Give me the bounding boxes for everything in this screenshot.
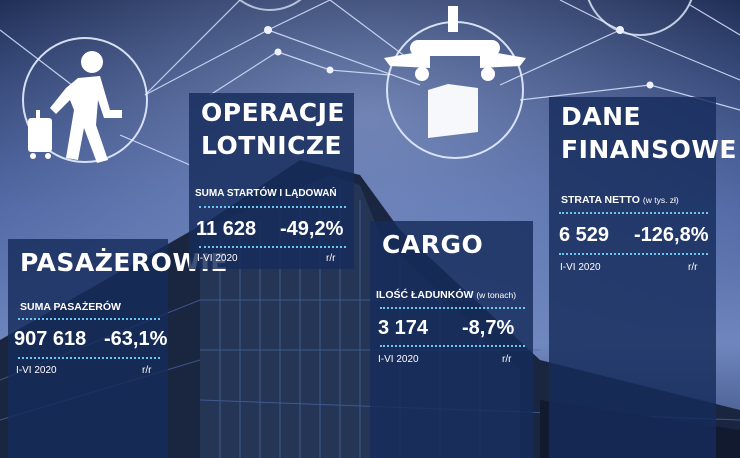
operations-label: SUMA STARTÓW I LĄDOWAŃ: [195, 188, 337, 199]
cargo-label: ILOŚĆ ŁADUNKÓW (w tonach): [376, 289, 516, 301]
operations-panel: OPERACJE LOTNICZE SUMA STARTÓW I LĄDOWAŃ…: [189, 93, 354, 269]
finance-label-text: STRATA NETTO: [561, 194, 640, 206]
passengers-label: SUMA PASAŻERÓW: [20, 301, 121, 313]
operations-title-line2: LOTNICZE: [201, 131, 343, 160]
cargo-panel: CARGO ILOŚĆ ŁADUNKÓW (w tonach) 3 174 -8…: [370, 221, 533, 458]
operations-rr: r/r: [326, 253, 336, 264]
passengers-change: -63,1%: [104, 328, 168, 350]
finance-title-line2: FINANSOWE: [561, 135, 737, 164]
passengers-rr: r/r: [142, 365, 152, 376]
dotted-divider: [199, 246, 346, 248]
finance-value: 6 529: [559, 224, 610, 246]
dotted-divider: [199, 206, 346, 208]
finance-panel: DANE FINANSOWE STRATA NETTO (w tys. zł) …: [549, 97, 736, 458]
operations-period: I-VI 2020: [197, 253, 238, 264]
dotted-divider: [559, 253, 708, 255]
cargo-change: -8,7%: [462, 317, 515, 339]
cargo-value: 3 174: [378, 317, 429, 339]
dotted-divider: [559, 212, 708, 214]
operations-change: -49,2%: [280, 218, 344, 240]
network-lines: [0, 0, 740, 166]
operations-label-text: SUMA STARTÓW I LĄDOWAŃ: [195, 188, 337, 199]
passenger-with-luggage-icon: [28, 51, 122, 163]
cargo-label-text: ILOŚĆ ŁADUNKÓW: [376, 289, 474, 301]
cargo-title: CARGO: [382, 230, 484, 259]
passengers-panel: PASAŻEROWIE SUMA PASAŻERÓW 907 618 -63,1…: [8, 239, 227, 458]
finance-change: -126,8%: [634, 224, 709, 246]
passengers-label-text: SUMA PASAŻERÓW: [20, 301, 121, 313]
dotted-divider: [380, 345, 525, 347]
cargo-rr: r/r: [502, 354, 512, 365]
operations-title-line1: OPERACJE: [201, 98, 345, 127]
passengers-value: 907 618: [14, 328, 87, 350]
cargo-period: I-VI 2020: [378, 354, 419, 365]
operations-value: 11 628: [196, 218, 257, 240]
passengers-period: I-VI 2020: [16, 365, 57, 376]
finance-title-line1: DANE: [561, 102, 642, 131]
dotted-divider: [380, 307, 525, 309]
dotted-divider: [18, 357, 160, 359]
cargo-label-note: (w tonach): [476, 290, 517, 300]
finance-period: I-VI 2020: [560, 262, 601, 273]
finance-rr: r/r: [688, 262, 698, 273]
passenger-circle: [22, 37, 148, 163]
dotted-divider: [18, 318, 160, 320]
finance-label: STRATA NETTO (w tys. zł): [561, 194, 679, 206]
airplane-cargo-icon: [384, 6, 526, 138]
finance-label-note: (w tys. zł): [642, 195, 679, 205]
